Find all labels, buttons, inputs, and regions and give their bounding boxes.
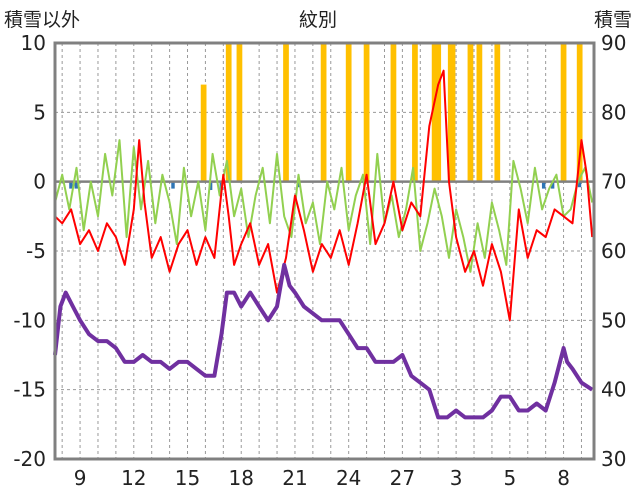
x-tick-label: 9: [74, 466, 87, 490]
negative-bar: [74, 181, 79, 189]
right-tick-label: 40: [601, 378, 626, 402]
snowfall-bar: [576, 43, 583, 182]
left-tick-label: 10: [21, 31, 46, 55]
snowfall-bar: [283, 43, 289, 182]
left-tick-label: 0: [33, 170, 46, 194]
snowfall-bar: [494, 43, 501, 182]
negative-bar: [541, 181, 546, 189]
right-tick-label: 80: [601, 100, 626, 124]
green-series-line: [54, 139, 594, 273]
snowfall-bar: [560, 43, 567, 182]
x-tick-label: 27: [390, 466, 415, 490]
x-tick-label: 15: [175, 466, 200, 490]
left-tick-label: -5: [26, 239, 46, 263]
right-axis-title: 積雪: [594, 9, 632, 31]
x-tick-label: 18: [229, 466, 254, 490]
right-tick-label: 60: [601, 239, 626, 263]
bar-layer: [55, 43, 594, 190]
line-layer: [53, 69, 594, 420]
snowfall-bar: [225, 43, 232, 182]
snowfall-bar: [412, 43, 418, 182]
x-tick-label: 12: [121, 466, 146, 490]
x-tick-label: 5: [503, 466, 516, 490]
negative-bar: [171, 181, 175, 189]
snowfall-bar: [390, 43, 397, 182]
plot-frame: [53, 41, 596, 461]
right-tick-label: 70: [601, 170, 626, 194]
negative-bar: [208, 181, 213, 190]
x-tick-label: 3: [450, 466, 463, 490]
negative-bar: [550, 181, 555, 189]
negative-bar: [577, 181, 582, 188]
snowfall-bar: [345, 43, 352, 182]
snowfall-bar: [320, 43, 327, 182]
left-tick-label: 5: [33, 100, 46, 124]
right-tick-label: 50: [601, 308, 626, 332]
x-tick-label: 21: [282, 466, 307, 490]
snowfall-bar: [200, 84, 207, 182]
snow-depth-line: [53, 262, 594, 420]
snowfall-bar: [476, 43, 483, 182]
negative-bar: [69, 181, 73, 189]
snowfall-bar: [449, 43, 456, 182]
snowfall-bar: [363, 43, 370, 182]
snowfall-bar: [431, 43, 438, 182]
left-tick-label: -10: [13, 308, 46, 332]
snowfall-bar: [236, 43, 243, 182]
x-tick-label: 24: [336, 466, 361, 490]
left-tick-label: -20: [13, 447, 46, 471]
temperature-line: [54, 69, 594, 322]
right-tick-label: 30: [601, 447, 626, 471]
right-tick-label: 90: [601, 31, 626, 55]
snowfall-bar: [435, 43, 442, 182]
left-tick-label: -15: [13, 378, 46, 402]
left-axis-title: 積雪以外: [4, 9, 80, 31]
x-tick-label: 8: [557, 466, 570, 490]
chart-title: 紋別: [299, 9, 337, 31]
snowfall-bar: [467, 43, 474, 182]
